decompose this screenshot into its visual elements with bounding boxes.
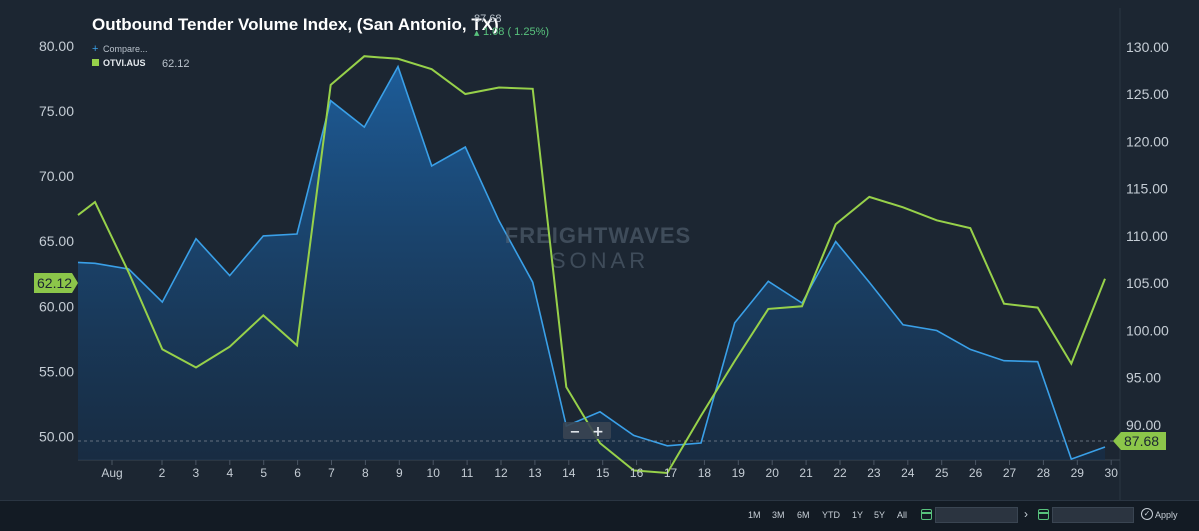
x-tick-label: 16 — [630, 466, 644, 480]
x-tick-label: 14 — [562, 466, 576, 480]
left-tick-label: 75.00 — [39, 103, 74, 119]
change-arrow-icon: ▲ — [474, 29, 480, 37]
date-range-arrow-icon: › — [1024, 507, 1028, 521]
apply-button[interactable]: Apply — [1155, 510, 1178, 520]
right-tick-label: 105.00 — [1126, 275, 1169, 291]
compare-plus-icon: + — [92, 43, 98, 55]
watermark-line1: FREIGHTWAVES — [505, 223, 691, 248]
range-1m-button[interactable]: 1M — [748, 510, 761, 520]
zoom-in-button[interactable]: + — [592, 424, 604, 440]
x-tick-label: 8 — [362, 466, 369, 480]
x-tick-label: 6 — [294, 466, 301, 480]
zoom-controls: − + — [563, 422, 611, 440]
range-ytd-button[interactable]: YTD — [822, 510, 840, 520]
x-tick-label: 7 — [328, 466, 335, 480]
range-1y-button[interactable]: 1Y — [852, 510, 863, 520]
compare-label: Compare... — [103, 44, 148, 54]
x-tick-label: 21 — [799, 466, 813, 480]
end-date-input[interactable] — [1052, 507, 1134, 523]
header-value: 87.68 — [474, 13, 502, 25]
x-tick-label: 18 — [698, 466, 712, 480]
legend-series-name: OTVI.AUS — [103, 58, 146, 68]
range-3m-button[interactable]: 3M — [772, 510, 785, 520]
x-tick-label: 17 — [664, 466, 678, 480]
x-tick-label: 5 — [260, 466, 267, 480]
watermark-line2: SONAR — [551, 248, 649, 273]
x-tick-label: 29 — [1071, 466, 1085, 480]
x-tick-label: 25 — [935, 466, 949, 480]
range-all-button[interactable]: All — [897, 510, 907, 520]
zoom-out-button[interactable]: − — [570, 425, 581, 440]
range-6m-button[interactable]: 6M — [797, 510, 810, 520]
right-tick-label: 100.00 — [1126, 322, 1169, 338]
right-value-badge: 87.68 — [1113, 432, 1166, 450]
apply-check-icon[interactable]: ✓ — [1141, 508, 1153, 520]
right-tick-label: 95.00 — [1126, 370, 1161, 386]
x-tick-label: 11 — [461, 466, 474, 480]
x-tick-label: 13 — [528, 466, 542, 480]
left-tick-label: 65.00 — [39, 233, 74, 249]
x-tick-label: 3 — [193, 466, 200, 480]
right-tick-label: 130.00 — [1126, 39, 1169, 55]
x-tick-label: 24 — [901, 466, 915, 480]
left-badge-text: 62.12 — [37, 275, 72, 291]
left-tick-label: 55.00 — [39, 363, 74, 379]
x-tick-label: 15 — [596, 466, 610, 480]
left-tick-label: 50.00 — [39, 429, 74, 445]
right-tick-label: 120.00 — [1126, 133, 1169, 149]
x-tick-label: 26 — [969, 466, 983, 480]
x-tick-label: 23 — [867, 466, 881, 480]
start-date-input[interactable] — [935, 507, 1018, 523]
range-5y-button[interactable]: 5Y — [874, 510, 885, 520]
end-calendar-icon[interactable] — [1038, 509, 1049, 520]
x-tick-label: 30 — [1105, 466, 1119, 480]
x-tick-label: 27 — [1003, 466, 1017, 480]
chart-title: Outbound Tender Volume Index, (San Anton… — [92, 15, 499, 34]
x-tick-label: Aug — [101, 466, 122, 480]
right-tick-label: 90.00 — [1126, 417, 1161, 433]
footer-toolbar: 1M 3M 6M YTD 1Y 5Y All › ✓ Apply — [0, 500, 1199, 531]
x-tick-label: 10 — [427, 466, 441, 480]
x-tick-label: 20 — [766, 466, 780, 480]
left-tick-label: 80.00 — [39, 38, 74, 54]
legend-swatch — [92, 59, 99, 66]
right-tick-label: 115.00 — [1126, 181, 1168, 197]
x-tick-label: 28 — [1037, 466, 1051, 480]
legend-series-value: 62.12 — [162, 58, 190, 70]
start-calendar-icon[interactable] — [921, 509, 932, 520]
x-tick-label: 19 — [732, 466, 746, 480]
x-tick-label: 2 — [159, 466, 166, 480]
left-value-badge: 62.12 — [34, 273, 78, 293]
x-tick-label: 12 — [494, 466, 508, 480]
x-tick-label: 9 — [396, 466, 403, 480]
header-change: 1.08 ( 1.25%) — [483, 26, 549, 38]
left-tick-label: 60.00 — [39, 298, 74, 314]
x-tick-label: 4 — [226, 466, 233, 480]
right-tick-label: 125.00 — [1126, 86, 1169, 102]
chart: FREIGHTWAVES SONAR 50.00 55.00 60.00 65.00 7… — [0, 0, 1199, 500]
x-tick-label: 22 — [833, 466, 847, 480]
right-badge-text: 87.68 — [1124, 433, 1159, 449]
left-tick-label: 70.00 — [39, 168, 74, 184]
right-tick-label: 110.00 — [1126, 228, 1168, 244]
